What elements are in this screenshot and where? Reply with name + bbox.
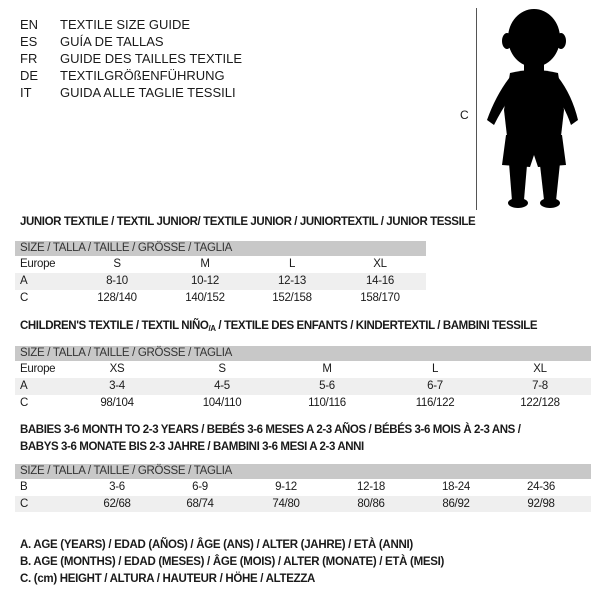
row-label: Europe bbox=[20, 363, 56, 375]
table-cell: XL bbox=[533, 363, 547, 375]
size-header: SIZE / TALLA / TAILLE / GRÖSSE / TAGLIA bbox=[15, 346, 591, 361]
children-section-title: CHILDREN'S TEXTILE / TEXTIL NIÑO/A / TEX… bbox=[20, 320, 538, 333]
legend-item: A. AGE (YEARS) / EDAD (AÑOS) / ÂGE (ANS)… bbox=[20, 539, 413, 551]
table-cell: 14-16 bbox=[366, 275, 394, 287]
title-de: DE TEXTILGRÖßENFÜHRUNG bbox=[20, 68, 225, 83]
table-cell: 62/68 bbox=[103, 497, 131, 510]
children-title-part: / TEXTILE DES ENFANTS / KINDERTEXTIL / B… bbox=[215, 320, 538, 332]
table-cell: 116/122 bbox=[415, 397, 455, 409]
junior-section-title: JUNIOR TEXTILE / TEXTIL JUNIOR/ TEXTILE … bbox=[20, 216, 476, 228]
children-size-table: SIZE / TALLA / TAILLE / GRÖSSE / TAGLIA E… bbox=[15, 346, 591, 412]
title-fr: FR GUIDE DES TAILLES TEXTILE bbox=[20, 51, 242, 66]
babies-section-title-2: BABYS 3-6 MONATE BIS 2-3 JAHRE / BAMBINI… bbox=[20, 441, 364, 453]
table-row: A 3-4 4-5 5-6 6-7 7-8 bbox=[15, 378, 591, 395]
title-text: GUIDE DES TAILLES TEXTILE bbox=[60, 51, 243, 66]
table-cell: 98/104 bbox=[100, 397, 134, 409]
table-cell: M bbox=[322, 363, 332, 375]
legend-item: C. (cm) HEIGHT / ALTURA / HAUTEUR / HÖHE… bbox=[20, 573, 316, 585]
table-cell: XS bbox=[109, 363, 125, 375]
junior-size-table: SIZE / TALLA / TAILLE / GRÖSSE / TAGLIA E… bbox=[15, 241, 426, 307]
table-cell: 152/158 bbox=[272, 292, 312, 304]
legend-item: B. AGE (MONTHS) / EDAD (MESES) / ÂGE (MO… bbox=[20, 556, 445, 568]
table-cell: 158/170 bbox=[360, 292, 400, 304]
table-cell: 12-13 bbox=[278, 275, 306, 287]
table-cell: 18-24 bbox=[442, 481, 470, 493]
table-cell: 122/128 bbox=[520, 397, 560, 409]
title-text: TEXTILGRÖßENFÜHRUNG bbox=[60, 68, 225, 83]
title-text: GUÍA DE TALLAS bbox=[60, 34, 164, 49]
title-es: ES GUÍA DE TALLAS bbox=[20, 34, 164, 49]
language-code: EN bbox=[20, 17, 39, 32]
table-cell: 5-6 bbox=[319, 380, 335, 392]
table-cell: S bbox=[218, 363, 226, 375]
table-cell: 4-5 bbox=[214, 380, 230, 392]
table-cell: M bbox=[200, 258, 210, 270]
row-label: A bbox=[20, 275, 28, 287]
table-cell: 12-18 bbox=[357, 481, 385, 493]
table-cell: 3-4 bbox=[109, 380, 125, 392]
table-cell: 128/140 bbox=[97, 292, 137, 304]
height-label: C bbox=[460, 108, 469, 122]
table-cell: 10-12 bbox=[191, 275, 219, 287]
table-cell: 86/92 bbox=[442, 497, 470, 510]
table-row: C 98/104 104/110 110/116 116/122 122/128 bbox=[15, 395, 591, 412]
table-row: C 128/140 140/152 152/158 158/170 bbox=[15, 290, 426, 307]
table-cell: L bbox=[431, 363, 439, 375]
title-en: EN TEXTILE SIZE GUIDE bbox=[20, 17, 190, 32]
table-cell: 74/80 bbox=[272, 497, 300, 510]
babies-size-table: SIZE / TALLA / TAILLE / GRÖSSE / TAGLIA B… bbox=[15, 464, 591, 512]
table-cell: L bbox=[288, 258, 296, 270]
child-silhouette-icon bbox=[487, 9, 578, 208]
table-row: Europe S M L XL bbox=[15, 256, 426, 273]
table-cell: 140/152 bbox=[185, 292, 225, 304]
children-title-part: CHILDREN'S TEXTILE / TEXTIL NIÑO bbox=[20, 320, 209, 332]
table-cell: 68/74 bbox=[186, 497, 214, 510]
title-text: TEXTILE SIZE GUIDE bbox=[60, 17, 191, 32]
table-cell: 6-7 bbox=[427, 380, 443, 392]
row-label: C bbox=[20, 497, 29, 510]
title-it: IT GUIDA ALLE TAGLIE TESSILI bbox=[20, 85, 236, 100]
size-header: SIZE / TALLA / TAILLE / GRÖSSE / TAGLIA bbox=[15, 464, 591, 479]
table-cell: 9-12 bbox=[275, 481, 297, 493]
row-label: Europe bbox=[20, 258, 56, 270]
language-code: FR bbox=[20, 51, 38, 66]
babies-section-title-1: BABIES 3-6 MONTH TO 2-3 YEARS / BEBÉS 3-… bbox=[20, 424, 521, 436]
language-code: DE bbox=[20, 68, 39, 83]
language-code: ES bbox=[20, 34, 38, 49]
table-cell: 104/110 bbox=[202, 397, 242, 409]
table-cell: 7-8 bbox=[532, 380, 548, 392]
table-cell: 6-9 bbox=[192, 481, 208, 493]
row-label: C bbox=[20, 397, 29, 409]
height-measure-line bbox=[476, 8, 477, 210]
table-cell: 3-6 bbox=[109, 481, 125, 493]
table-cell: 24-36 bbox=[527, 481, 555, 493]
language-code: IT bbox=[20, 85, 32, 100]
table-cell: 80/86 bbox=[357, 497, 385, 510]
table-cell: 92/98 bbox=[527, 497, 555, 510]
table-row: A 8-10 10-12 12-13 14-16 bbox=[15, 273, 426, 290]
table-row: B 3-6 6-9 9-12 12-18 18-24 24-36 bbox=[15, 479, 591, 496]
table-cell: 8-10 bbox=[106, 275, 128, 287]
table-row: C 62/68 68/74 74/80 80/86 86/92 92/98 bbox=[15, 495, 591, 512]
table-cell: S bbox=[113, 258, 121, 270]
table-cell: 110/116 bbox=[308, 397, 346, 409]
title-text: GUIDA ALLE TAGLIE TESSILI bbox=[60, 85, 236, 100]
size-header: SIZE / TALLA / TAILLE / GRÖSSE / TAGLIA bbox=[15, 241, 426, 256]
row-label: B bbox=[20, 481, 28, 493]
table-row: Europe XS S M L XL bbox=[15, 361, 591, 378]
children-title-sub: /A bbox=[208, 324, 216, 333]
row-label: C bbox=[20, 292, 29, 304]
row-label: A bbox=[20, 380, 28, 392]
table-cell: XL bbox=[373, 258, 387, 270]
